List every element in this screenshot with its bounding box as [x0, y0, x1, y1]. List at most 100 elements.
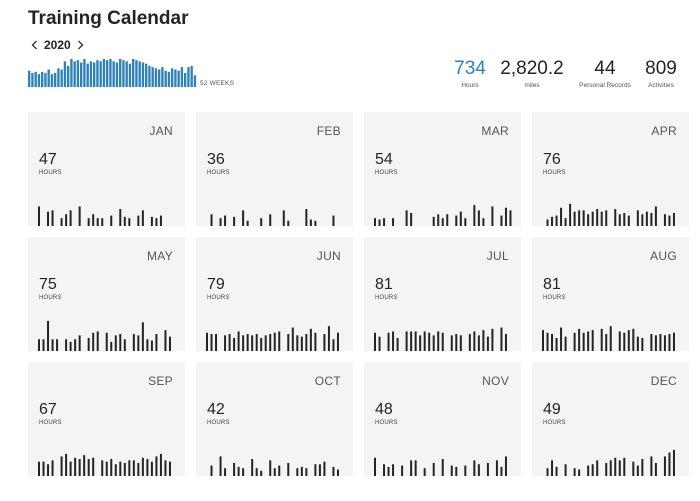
- daily-bar: [314, 332, 317, 351]
- month-card-feb[interactable]: FEB 36 HOURS: [196, 112, 353, 226]
- daily-bar: [336, 469, 339, 476]
- daily-bar: [87, 459, 90, 476]
- daily-hours-chart: [374, 456, 507, 476]
- daily-bar: [632, 328, 635, 351]
- chevron-right-icon[interactable]: [75, 38, 87, 52]
- daily-bar: [641, 337, 644, 351]
- daily-bar: [500, 327, 503, 351]
- daily-bar: [101, 218, 104, 226]
- daily-bar: [564, 464, 567, 476]
- month-card-dec[interactable]: DEC 49 HOURS: [532, 362, 689, 476]
- daily-bar: [278, 331, 281, 351]
- month-card-oct[interactable]: OCT 42 HOURS: [196, 362, 353, 476]
- daily-bar: [564, 336, 567, 351]
- weekly-bar: [86, 63, 89, 87]
- weekly-bar: [44, 73, 47, 87]
- daily-bar: [500, 215, 503, 226]
- daily-bar: [564, 218, 567, 226]
- daily-bar: [641, 214, 644, 226]
- year-navigator: 2020: [28, 37, 87, 53]
- chevron-left-icon[interactable]: [28, 38, 40, 52]
- daily-bar: [123, 462, 126, 476]
- daily-bar: [441, 332, 444, 351]
- daily-bar: [573, 211, 576, 226]
- daily-bar: [623, 457, 626, 476]
- daily-bar: [210, 334, 213, 351]
- weekly-hours-sparkline[interactable]: [28, 58, 197, 87]
- daily-bar: [455, 466, 458, 476]
- daily-bar: [555, 466, 558, 476]
- daily-bar: [159, 215, 162, 226]
- month-card-apr[interactable]: APR 76 HOURS: [532, 112, 689, 226]
- month-hours-value: 48: [375, 401, 393, 418]
- weekly-bar: [57, 68, 60, 87]
- daily-bar: [96, 331, 99, 351]
- weekly-bar: [151, 67, 154, 87]
- daily-hours-chart: [546, 449, 675, 476]
- daily-bar: [623, 332, 626, 351]
- daily-bar: [224, 215, 227, 226]
- daily-bar: [168, 461, 171, 476]
- daily-bar: [150, 340, 153, 351]
- weekly-bar: [70, 59, 73, 87]
- stat-activities-label: Activities: [648, 82, 674, 89]
- daily-bar: [141, 210, 144, 226]
- daily-bar: [432, 216, 435, 226]
- stat-miles: 2,820.2 miles: [497, 58, 567, 89]
- daily-bar: [464, 465, 467, 476]
- daily-bar: [56, 339, 59, 351]
- daily-bar: [650, 212, 653, 226]
- weekly-bar: [115, 62, 119, 87]
- weekly-bar: [145, 63, 148, 87]
- month-card-jan[interactable]: JAN 47 HOURS: [28, 112, 185, 226]
- month-card-may[interactable]: MAY 75 HOURS: [28, 237, 185, 351]
- daily-bar: [596, 209, 599, 226]
- daily-bar: [264, 335, 267, 351]
- daily-bar: [605, 210, 608, 226]
- weekly-bar: [93, 62, 96, 87]
- daily-bar: [78, 206, 81, 226]
- daily-bar: [614, 457, 617, 476]
- daily-bar: [47, 321, 50, 351]
- daily-bar: [155, 334, 158, 351]
- daily-bar: [146, 459, 149, 476]
- daily-bar: [287, 220, 290, 226]
- daily-bar: [323, 461, 326, 476]
- daily-bar: [668, 334, 671, 351]
- daily-bar: [387, 466, 390, 476]
- daily-bar: [92, 214, 95, 226]
- daily-bar: [609, 460, 612, 476]
- weekly-bar: [122, 60, 125, 87]
- daily-bar: [623, 212, 626, 226]
- daily-bar: [392, 218, 395, 226]
- daily-bar: [269, 334, 272, 351]
- daily-bar: [491, 328, 494, 351]
- daily-bar: [573, 332, 576, 351]
- month-card-nov[interactable]: NOV 48 HOURS: [364, 362, 521, 476]
- daily-bar: [650, 334, 653, 351]
- month-hours-unit: HOURS: [39, 420, 62, 426]
- daily-bar: [672, 332, 675, 351]
- month-name: SEP: [148, 374, 173, 388]
- month-name: OCT: [314, 374, 341, 388]
- month-card-jul[interactable]: JUL 81 HOURS: [364, 237, 521, 351]
- month-hours-unit: HOURS: [207, 170, 230, 176]
- daily-bar: [287, 462, 290, 476]
- month-card-mar[interactable]: MAR 54 HOURS: [364, 112, 521, 226]
- daily-bar: [582, 332, 585, 351]
- daily-bar: [260, 218, 263, 226]
- daily-bar: [332, 339, 335, 351]
- daily-bar: [251, 335, 254, 351]
- daily-bar: [168, 336, 171, 351]
- daily-bar: [164, 330, 167, 351]
- daily-bar: [128, 460, 131, 476]
- month-card-jun[interactable]: JUN 79 HOURS: [196, 237, 353, 351]
- daily-bar: [605, 334, 608, 351]
- daily-bar: [383, 464, 386, 476]
- daily-bar: [69, 210, 72, 226]
- daily-bar: [446, 214, 449, 226]
- daily-bar: [509, 210, 512, 226]
- daily-bar: [578, 469, 581, 476]
- month-card-aug[interactable]: AUG 81 HOURS: [532, 237, 689, 351]
- month-card-sep[interactable]: SEP 67 HOURS: [28, 362, 185, 476]
